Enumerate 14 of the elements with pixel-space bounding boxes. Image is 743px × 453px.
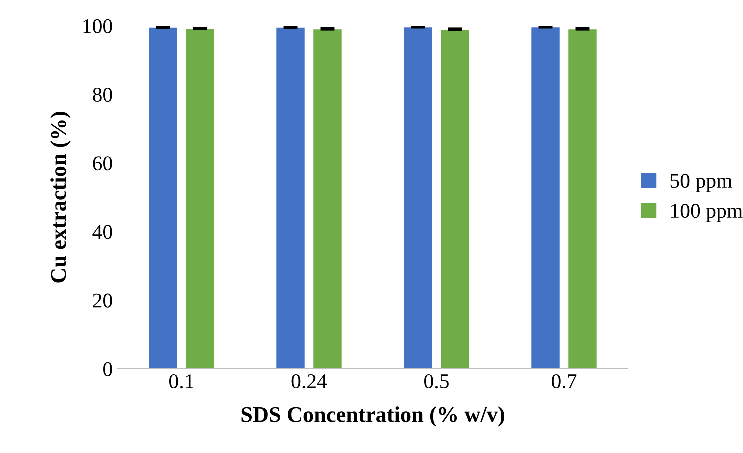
x-tick-label: 0.1	[170, 374, 194, 389]
y-tick-label: 20	[93, 294, 112, 308]
y-tick-label: 40	[92, 225, 112, 240]
y-axis-title: Cu extraction (%)	[50, 112, 71, 283]
legend-label: 100 ppm	[672, 204, 743, 222]
x-axis-title: SDS Concentration (% w/v)	[242, 406, 504, 427]
y-tick-label: 0	[104, 362, 112, 376]
x-tick-label: 0.7	[552, 374, 577, 389]
y-tick-label: 60	[93, 156, 112, 171]
y-tick-label: 100	[84, 19, 112, 34]
x-tick-label: 0.5	[424, 374, 449, 389]
y-tick-label: 80	[93, 88, 112, 102]
x-tick-label: 0.24	[292, 374, 328, 389]
legend-label: 50 ppm	[670, 174, 732, 192]
